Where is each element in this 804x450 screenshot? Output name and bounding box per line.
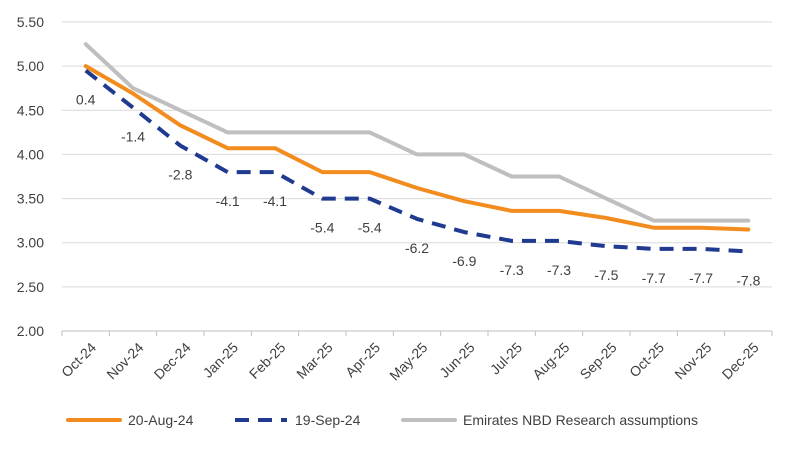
- y-tick-label: 4.50: [17, 102, 44, 118]
- x-axis: Oct-24 Nov-24 Dec-24 Jan-25 Feb-25 Mar-25 Apr-…: [58, 330, 773, 383]
- y-tick-label: 3.00: [17, 235, 44, 251]
- y-tick-label: 4.00: [17, 146, 44, 162]
- y-tick-label: 5.50: [17, 14, 44, 30]
- x-tick-label: May-25: [386, 339, 430, 383]
- data-label: -4.1: [216, 193, 240, 209]
- y-tick-label: 5.00: [17, 58, 44, 74]
- legend-label: Emirates NBD Research assumptions: [463, 412, 698, 428]
- y-tick-label: 2.50: [17, 279, 44, 295]
- y-tick-label: 2.00: [17, 323, 44, 339]
- x-tick-label: Mar-25: [293, 339, 336, 382]
- data-label: 0.4: [76, 92, 96, 108]
- x-tick-label: Dec-25: [719, 339, 762, 382]
- series-line-1: [84, 69, 749, 254]
- data-label: -7.8: [736, 273, 760, 289]
- data-label: -5.4: [358, 220, 382, 236]
- x-tick-label: Jul-25: [487, 339, 525, 377]
- data-label: -6.9: [452, 253, 476, 269]
- x-tick-label: Apr-25: [342, 339, 383, 380]
- data-label: -7.7: [642, 270, 666, 286]
- y-tick-label: 3.50: [17, 191, 44, 207]
- data-labels: 0.4 -1.4 -2.8 -4.1 -4.1 -5.4 -5.4 -6.2 -6.9 -7.3 -…: [76, 92, 761, 289]
- legend-label: 19-Sep-24: [295, 412, 361, 428]
- x-tick-label: Aug-25: [529, 339, 572, 382]
- x-tick-label: Oct-24: [58, 339, 99, 380]
- series-line-0: [83, 64, 751, 232]
- series-line-2: [83, 42, 751, 223]
- x-tick-label: Nov-25: [671, 339, 714, 382]
- data-label: -6.2: [405, 240, 429, 256]
- x-tick-label: Jun-25: [436, 339, 478, 381]
- data-label: -1.4: [121, 129, 145, 145]
- series-lines: [83, 42, 751, 254]
- data-label: -7.3: [547, 262, 571, 278]
- x-tick-label: Sep-25: [577, 339, 620, 382]
- data-label: -5.4: [310, 220, 334, 236]
- x-tick-label: Dec-24: [151, 339, 194, 382]
- y-axis-ticks: 2.00 2.50 3.00 3.50 4.00 4.50 5.00 5.50: [17, 14, 44, 339]
- x-tick-label: Feb-25: [246, 339, 289, 382]
- x-tick-label: Nov-24: [103, 339, 146, 382]
- legend-label: 20-Aug-24: [128, 412, 194, 428]
- data-label: -4.1: [263, 193, 287, 209]
- x-tick-label: Oct-25: [626, 339, 667, 380]
- data-label: -7.3: [500, 262, 524, 278]
- data-label: -7.7: [689, 270, 713, 286]
- data-label: -2.8: [168, 167, 192, 183]
- data-label: -7.5: [594, 267, 618, 283]
- x-tick-label: Jan-25: [200, 339, 242, 381]
- legend: 20-Aug-24 19-Sep-24 Emirates NBD Research …: [66, 412, 698, 428]
